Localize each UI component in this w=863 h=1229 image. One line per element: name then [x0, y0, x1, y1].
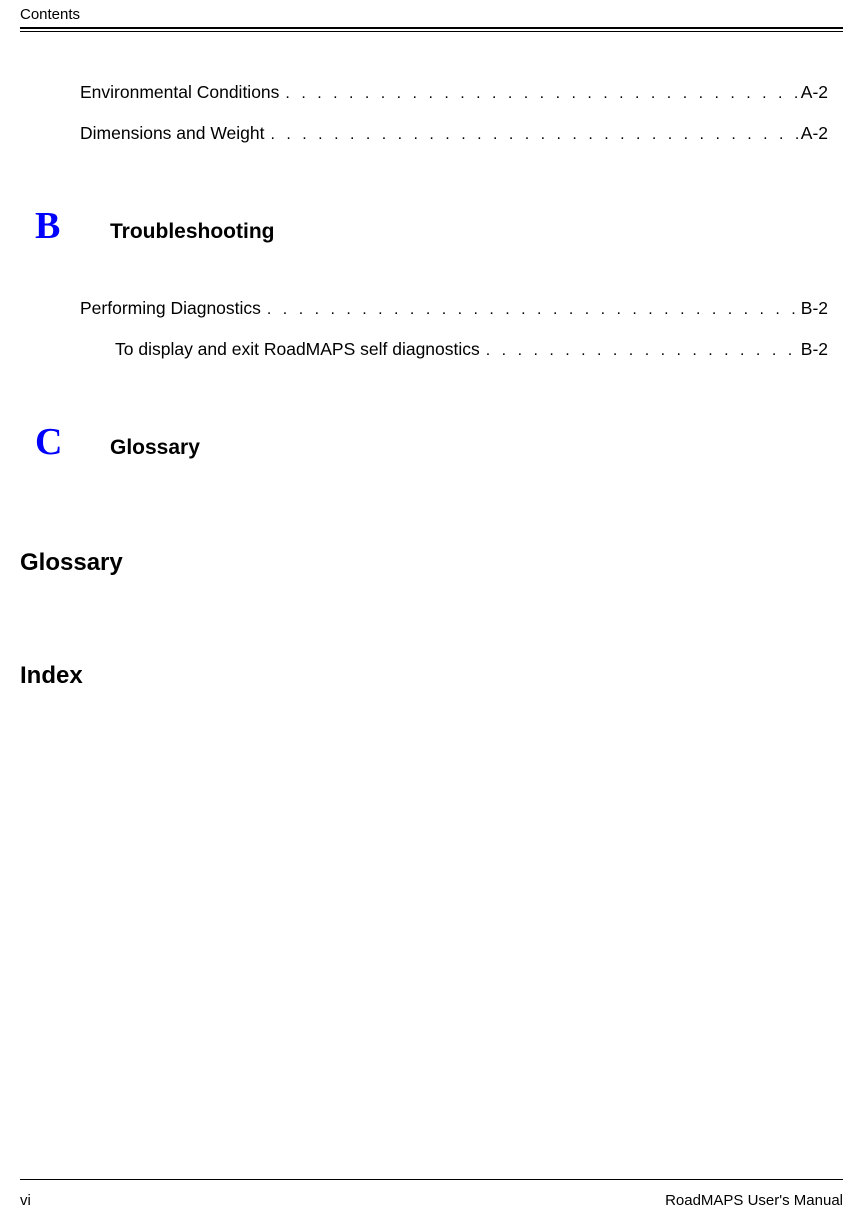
content-area: Environmental Conditions . . . . . . . .… — [0, 32, 863, 690]
toc-page: B-2 — [801, 339, 828, 360]
section-title: Troubleshooting — [110, 220, 274, 244]
toc-label: Dimensions and Weight — [80, 123, 265, 144]
footer-row: vi RoadMAPS User's Manual — [20, 1192, 843, 1209]
toc-label: To display and exit RoadMAPS self diagno… — [115, 339, 480, 360]
toc-page: B-2 — [801, 298, 828, 319]
toc-entry: Dimensions and Weight . . . . . . . . . … — [80, 123, 828, 144]
toc-page: A-2 — [801, 123, 828, 144]
header-label: Contents — [20, 6, 843, 23]
standalone-heading-glossary: Glossary — [20, 549, 828, 577]
toc-entry-sub: To display and exit RoadMAPS self diagno… — [115, 339, 828, 360]
toc-leader-dots: . . . . . . . . . . . . . . . . . . . . … — [480, 342, 801, 360]
toc-label: Performing Diagnostics — [80, 298, 261, 319]
footer-doc-title: RoadMAPS User's Manual — [665, 1192, 843, 1209]
header-rule-thick — [20, 27, 843, 29]
toc-page: A-2 — [801, 82, 828, 103]
section-letter: C — [35, 420, 110, 464]
section-heading-b: B Troubleshooting — [35, 204, 828, 248]
page-header: Contents — [0, 0, 863, 32]
section-letter: B — [35, 204, 110, 248]
toc-label: Environmental Conditions — [80, 82, 279, 103]
toc-leader-dots: . . . . . . . . . . . . . . . . . . . . … — [265, 126, 801, 144]
section-heading-c: C Glossary — [35, 420, 828, 464]
standalone-heading-index: Index — [20, 662, 828, 690]
toc-entry: Environmental Conditions . . . . . . . .… — [80, 82, 828, 103]
toc-entry: Performing Diagnostics . . . . . . . . .… — [80, 298, 828, 319]
footer-rule — [20, 1179, 843, 1180]
toc-leader-dots: . . . . . . . . . . . . . . . . . . . . … — [261, 301, 801, 319]
page-footer: vi RoadMAPS User's Manual — [20, 1179, 843, 1209]
section-title: Glossary — [110, 436, 200, 460]
footer-page-number: vi — [20, 1192, 31, 1209]
toc-leader-dots: . . . . . . . . . . . . . . . . . . . . … — [279, 85, 800, 103]
